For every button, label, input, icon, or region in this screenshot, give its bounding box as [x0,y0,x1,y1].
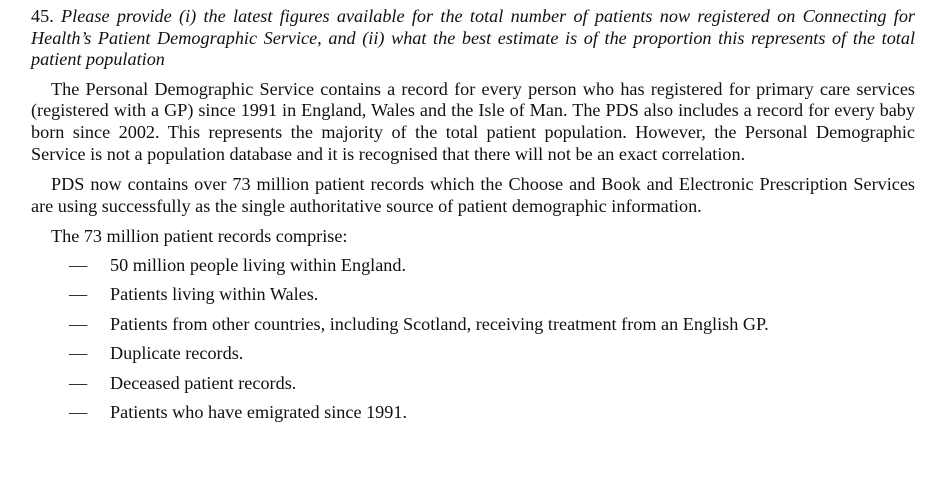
list-item-text: Duplicate records. [110,343,244,364]
list-item: — Patients living within Wales. [31,280,915,309]
dash-bullet: — [69,284,88,305]
dash-bullet: — [69,401,88,422]
records-list: — 50 million people living within Englan… [31,251,915,427]
list-item: — 50 million people living within Englan… [31,251,915,280]
list-item: — Patients from other countries, includi… [31,310,915,339]
answer-paragraph: The Personal Demographic Service contain… [31,78,915,164]
dash-bullet: — [69,343,88,364]
answer-paragraph: The 73 million patient records comprise: [51,226,348,247]
list-item-text: Patients from other countries, including… [110,313,769,334]
answer-paragraph: PDS now contains over 73 million patient… [31,174,915,216]
dash-bullet: — [69,313,88,334]
list-item: — Duplicate records. [31,339,915,368]
dash-bullet: — [69,372,88,393]
list-item-text: Deceased patient records. [110,372,297,393]
list-item-text: 50 million people living within England. [110,254,407,275]
question-number: 45. [31,6,54,26]
list-item-text: Patients living within Wales. [110,284,319,305]
list-item: — Patients who have emigrated since 1991… [31,398,915,427]
question-heading: 45. Please provide (i) the latest figure… [31,6,915,71]
question-text: Please provide (i) the latest figures av… [31,6,916,70]
list-item: — Deceased patient records. [31,369,915,398]
dash-bullet: — [69,254,88,275]
list-item-text: Patients who have emigrated since 1991. [110,401,407,422]
